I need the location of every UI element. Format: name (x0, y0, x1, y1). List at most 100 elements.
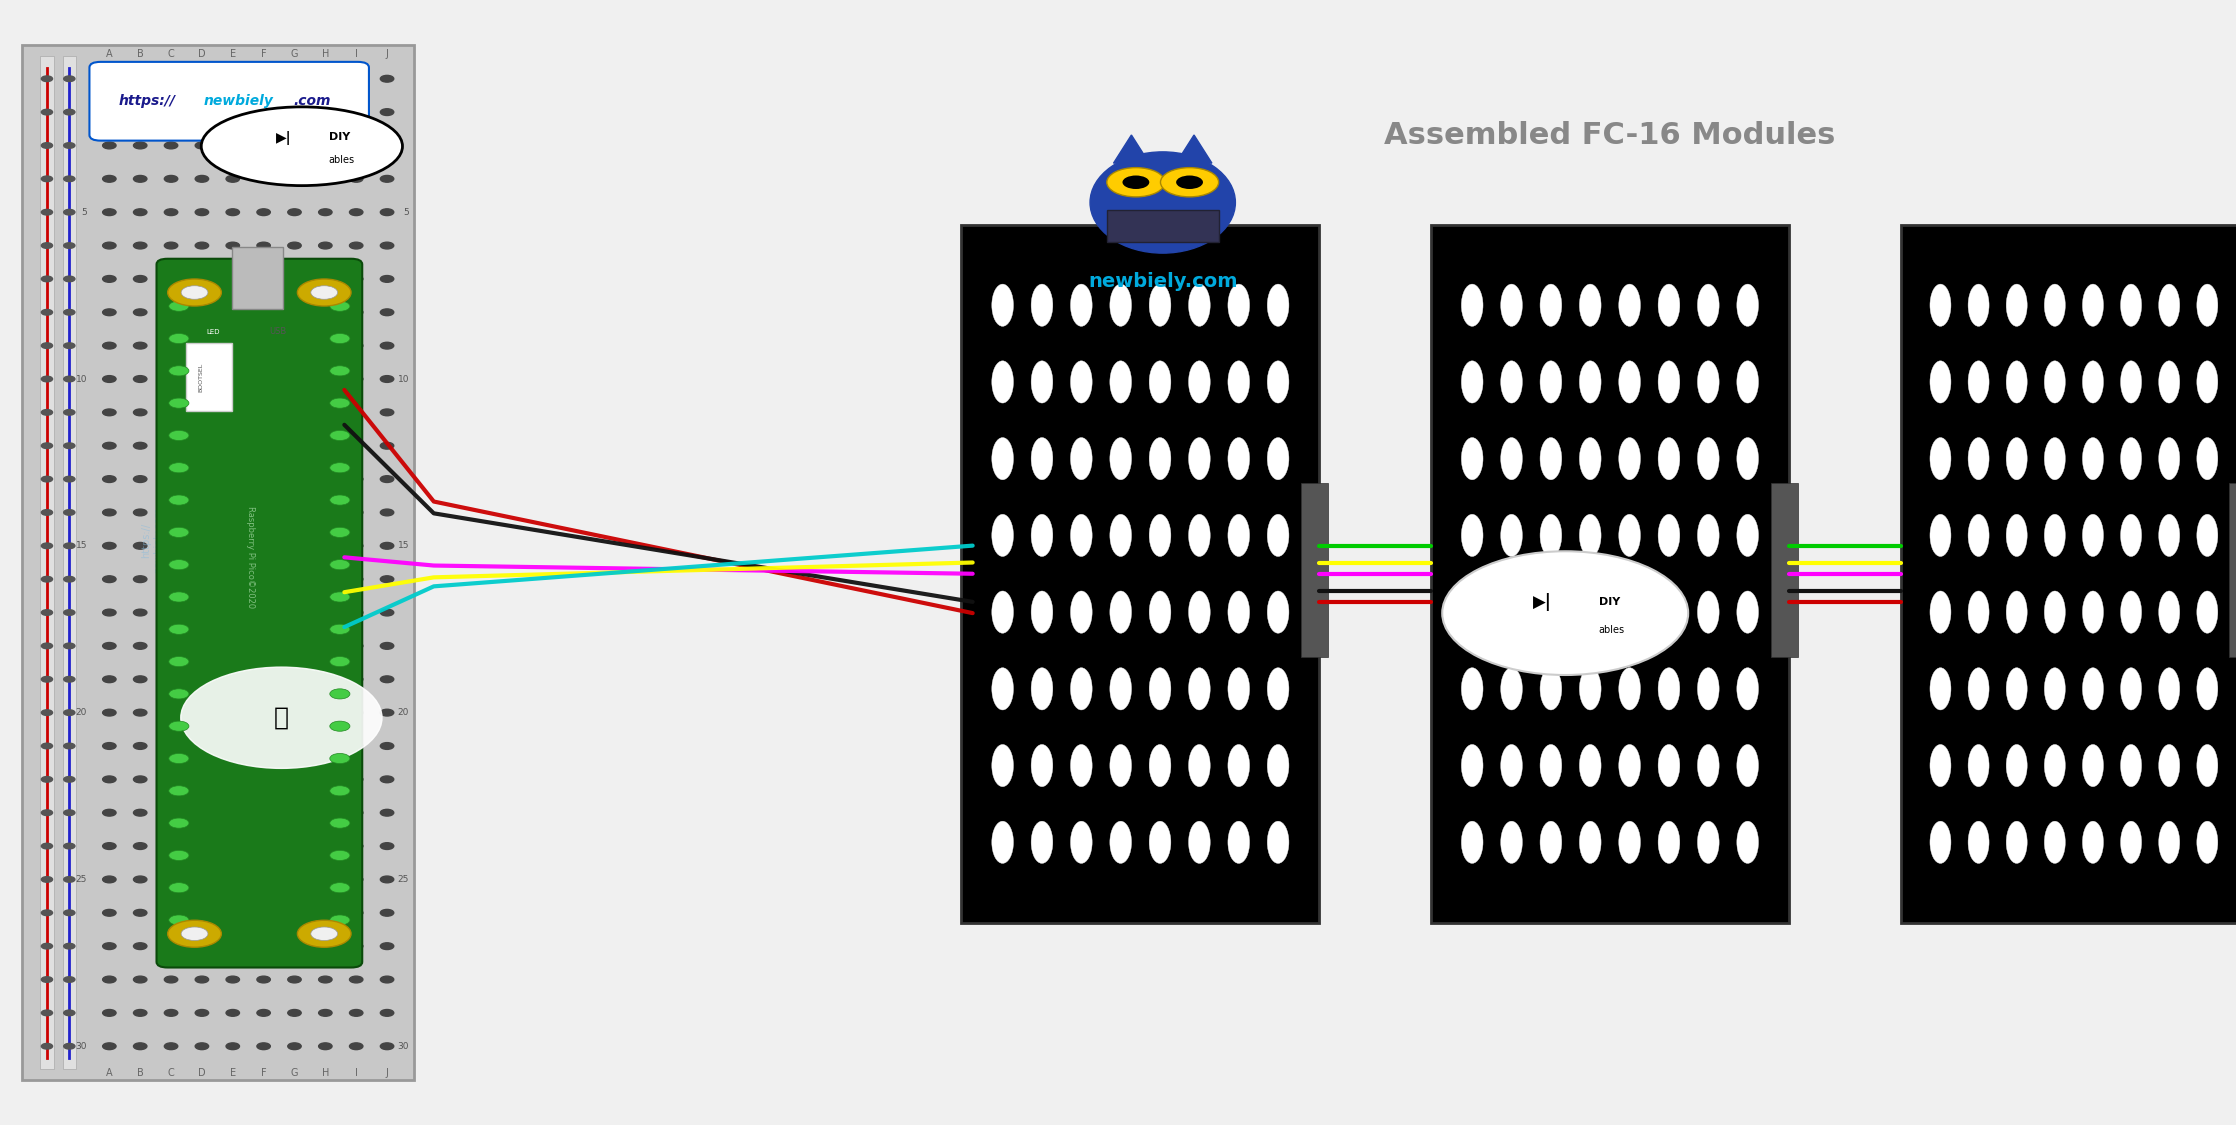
Ellipse shape (1697, 438, 1719, 479)
Text: F: F (262, 50, 266, 58)
Circle shape (257, 209, 271, 216)
Circle shape (40, 1010, 54, 1016)
Ellipse shape (1579, 438, 1601, 479)
Ellipse shape (1619, 514, 1641, 557)
FancyBboxPatch shape (89, 62, 369, 141)
Ellipse shape (1190, 821, 1210, 863)
Circle shape (380, 176, 394, 182)
Ellipse shape (1190, 438, 1210, 479)
Ellipse shape (993, 514, 1013, 557)
Ellipse shape (1500, 285, 1523, 326)
Circle shape (165, 510, 179, 516)
FancyBboxPatch shape (157, 259, 362, 968)
Ellipse shape (1737, 438, 1757, 479)
Circle shape (380, 276, 394, 282)
Ellipse shape (1228, 285, 1250, 326)
Circle shape (170, 657, 188, 667)
Ellipse shape (1109, 361, 1131, 403)
Circle shape (331, 559, 349, 569)
Text: A: A (105, 50, 112, 58)
Ellipse shape (993, 745, 1013, 786)
Circle shape (195, 342, 208, 349)
Bar (1107, 210, 1219, 242)
Circle shape (63, 776, 76, 782)
Circle shape (318, 676, 331, 683)
Ellipse shape (2158, 438, 2180, 479)
Circle shape (63, 810, 76, 816)
Circle shape (226, 476, 239, 483)
Ellipse shape (1109, 745, 1131, 786)
Ellipse shape (2196, 591, 2218, 633)
Text: D: D (199, 1069, 206, 1078)
Circle shape (380, 976, 394, 983)
Circle shape (226, 342, 239, 349)
Text: 5: 5 (80, 208, 87, 217)
Circle shape (134, 609, 148, 615)
Circle shape (63, 644, 76, 649)
Circle shape (226, 576, 239, 583)
Ellipse shape (1659, 285, 1679, 326)
Ellipse shape (2158, 668, 2180, 710)
Circle shape (103, 142, 116, 148)
Circle shape (165, 776, 179, 783)
Circle shape (318, 809, 331, 816)
Circle shape (331, 688, 349, 699)
Circle shape (40, 410, 54, 415)
Circle shape (134, 576, 148, 583)
Circle shape (288, 276, 302, 282)
Circle shape (134, 809, 148, 816)
Text: E: E (230, 1069, 235, 1078)
Circle shape (40, 76, 54, 82)
Circle shape (380, 943, 394, 950)
Circle shape (257, 142, 271, 148)
Circle shape (40, 810, 54, 816)
Circle shape (226, 909, 239, 916)
Text: 25: 25 (398, 875, 409, 884)
Circle shape (63, 76, 76, 82)
Text: J: J (385, 1069, 389, 1078)
Ellipse shape (1500, 668, 1523, 710)
Ellipse shape (1579, 285, 1601, 326)
Text: H: H (322, 1069, 329, 1078)
Circle shape (380, 510, 394, 516)
Bar (961, 225, 1319, 922)
Ellipse shape (1268, 668, 1288, 710)
Ellipse shape (1462, 438, 1482, 479)
Circle shape (349, 709, 362, 716)
Circle shape (288, 876, 302, 883)
Ellipse shape (993, 821, 1013, 863)
Circle shape (63, 476, 76, 482)
Circle shape (226, 75, 239, 82)
Ellipse shape (2044, 361, 2066, 403)
Circle shape (40, 476, 54, 482)
Circle shape (349, 176, 362, 182)
Ellipse shape (1190, 514, 1210, 557)
Circle shape (331, 592, 349, 602)
Ellipse shape (1619, 668, 1641, 710)
Circle shape (134, 309, 148, 316)
Circle shape (195, 876, 208, 883)
Circle shape (134, 1009, 148, 1016)
Circle shape (165, 276, 179, 282)
Circle shape (318, 709, 331, 716)
Text: G: G (291, 1069, 297, 1078)
Ellipse shape (1228, 591, 1250, 633)
Circle shape (318, 1009, 331, 1016)
Circle shape (257, 642, 271, 649)
Ellipse shape (2082, 591, 2104, 633)
Text: 25: 25 (76, 875, 87, 884)
Circle shape (226, 642, 239, 649)
Ellipse shape (2120, 285, 2142, 326)
Circle shape (195, 1009, 208, 1016)
Ellipse shape (1071, 591, 1091, 633)
Circle shape (257, 242, 271, 249)
Ellipse shape (1659, 438, 1679, 479)
Circle shape (318, 242, 331, 249)
Circle shape (165, 542, 179, 549)
Ellipse shape (1541, 745, 1561, 786)
Text: 🍓: 🍓 (273, 705, 288, 730)
Circle shape (226, 609, 239, 615)
Text: https://: https:// (119, 94, 174, 108)
Bar (1301, 483, 1328, 657)
Circle shape (165, 309, 179, 316)
